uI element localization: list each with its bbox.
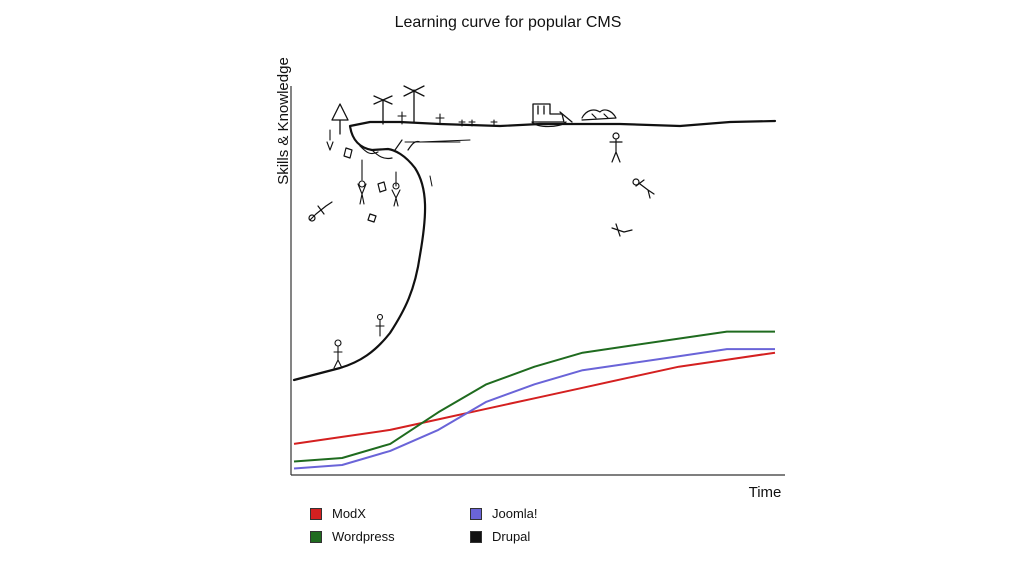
legend-swatch-drupal [470, 530, 482, 543]
legend-item-joomla: Joomla! [470, 506, 630, 521]
drupal-series-line [292, 119, 777, 382]
series-layer [293, 330, 776, 470]
series-line-wordpress [293, 330, 775, 463]
legend-label-modx: ModX [332, 506, 366, 521]
legend-item-modx: ModX [310, 506, 470, 521]
legend-swatch-joomla [470, 507, 482, 520]
series-line-modx [293, 351, 776, 445]
legend-item-wordpress: Wordpress [310, 529, 470, 544]
x-axis-label: Time [749, 484, 782, 501]
legend-label-joomla: Joomla! [492, 506, 538, 521]
legend-label-wordpress: Wordpress [332, 529, 395, 544]
y-axis-label: Skills & Knowledge [275, 57, 292, 185]
legend-item-drupal: Drupal [470, 529, 630, 544]
drupal-cliff-drawing [292, 85, 777, 382]
series-line-joomla [293, 348, 775, 470]
legend-swatch-wordpress [310, 530, 322, 543]
chart-title: Learning curve for popular CMS [394, 14, 622, 31]
legend-swatch-modx [310, 507, 322, 520]
legend: ModX Joomla! Wordpress Drupal [310, 506, 630, 544]
legend-label-drupal: Drupal [492, 529, 531, 544]
